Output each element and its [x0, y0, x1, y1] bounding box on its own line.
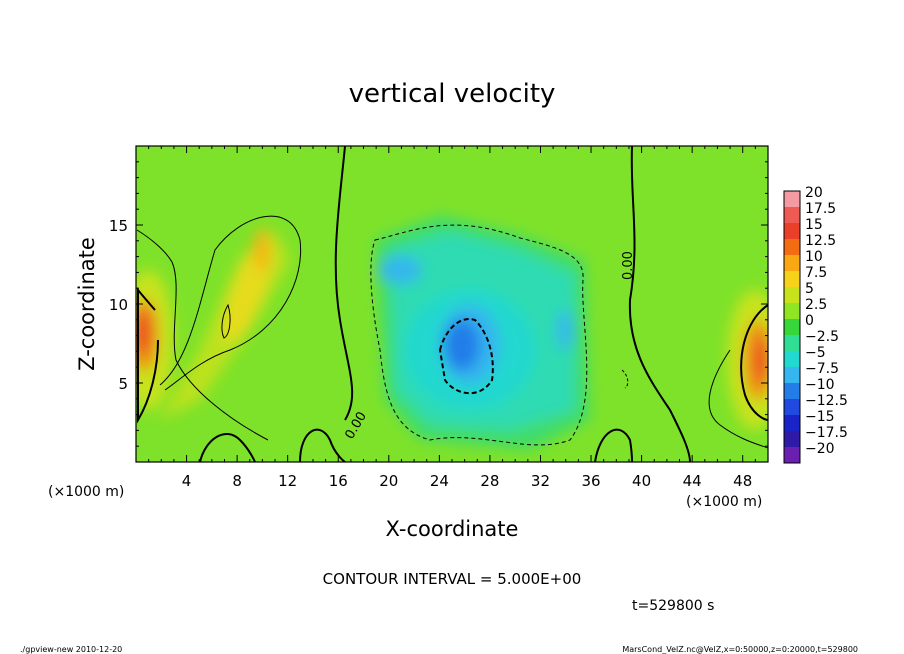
- colorbar-label: 10: [805, 249, 823, 265]
- colorbar-label: 5: [805, 281, 814, 297]
- colorbar-swatch: [784, 319, 800, 336]
- colorbar-frame: [783, 190, 801, 464]
- colorbar-swatch: [784, 415, 800, 432]
- x-tick-label: 4: [182, 472, 192, 490]
- colorbar-label: −12.5: [805, 393, 848, 409]
- contour-interval: CONTOUR INTERVAL = 5.000E+00: [323, 570, 582, 588]
- colorbar-label: −15: [805, 409, 835, 425]
- x-tick-label: 28: [480, 472, 499, 490]
- colorbar-label: −7.5: [805, 361, 839, 377]
- x-axis-ticks: 4 8 12 16 20 24 28 32 36 40 44 48: [135, 146, 769, 490]
- x-axis-label: X-coordinate: [386, 517, 519, 541]
- colorbar-swatch: [784, 239, 800, 256]
- y-tick-label: 15: [109, 217, 128, 235]
- colorbar-swatch: [784, 191, 800, 208]
- x-tick-label: 44: [683, 472, 702, 490]
- colorbar-label: −2.5: [805, 329, 839, 345]
- y-axis-ticks: 5 10 15: [109, 145, 768, 463]
- chart-title: vertical velocity: [349, 79, 556, 109]
- x-unit-left: (×1000 m): [48, 484, 124, 500]
- footer-right: MarsCond_VelZ.nc@VelZ,x=0:50000,z=0:2000…: [622, 645, 858, 654]
- colorbar: 2017.51512.5107.552.50−2.5−5−7.5−10−12.5…: [783, 185, 848, 464]
- x-tick-label: 24: [430, 472, 449, 490]
- footer-left: ./gpview-new 2010-12-20: [20, 645, 122, 654]
- colorbar-label: 17.5: [805, 201, 836, 217]
- colorbar-label: −20: [805, 441, 835, 457]
- colorbar-swatch: [784, 223, 800, 240]
- colorbar-label: −17.5: [805, 425, 848, 441]
- y-tick-label: 10: [109, 296, 128, 314]
- time-label: t=529800 s: [632, 598, 714, 614]
- x-tick-label: 20: [379, 472, 398, 490]
- colorbar-label: 12.5: [805, 233, 836, 249]
- x-tick-label: 48: [733, 472, 752, 490]
- x-tick-label: 8: [232, 472, 242, 490]
- heatmap-field: 0.00 0.00: [136, 146, 768, 462]
- x-tick-label: 12: [278, 472, 297, 490]
- colorbar-swatch: [784, 207, 800, 224]
- colorbar-label: −10: [805, 377, 835, 393]
- colorbar-label: 15: [805, 217, 823, 233]
- x-tick-label: 32: [531, 472, 550, 490]
- y-axis-label: Z-coordinate: [75, 237, 99, 371]
- colorbar-label: 7.5: [805, 265, 827, 281]
- colorbar-swatch: [784, 287, 800, 304]
- x-tick-label: 40: [632, 472, 651, 490]
- colorbar-label: 20: [805, 185, 823, 201]
- colorbar-swatch: [784, 351, 800, 368]
- x-tick-label: 16: [329, 472, 348, 490]
- y-tick-label: 5: [118, 375, 128, 393]
- colorbar-swatch: [784, 431, 800, 448]
- colorbar-swatch: [784, 255, 800, 272]
- colorbar-swatch: [784, 367, 800, 384]
- colorbar-swatch: [784, 399, 800, 416]
- colorbar-label: 0: [805, 313, 814, 329]
- x-unit-right: (×1000 m): [686, 494, 762, 510]
- colorbar-label: 2.5: [805, 297, 827, 313]
- colorbar-swatch: [784, 303, 800, 320]
- colorbar-swatch: [784, 383, 800, 400]
- contour-label: 0.00: [621, 251, 636, 280]
- colorbar-swatch: [784, 335, 800, 352]
- colorbar-swatch: [784, 447, 800, 464]
- colorbar-swatch: [784, 271, 800, 288]
- colorbar-label: −5: [805, 345, 826, 361]
- x-tick-label: 36: [581, 472, 600, 490]
